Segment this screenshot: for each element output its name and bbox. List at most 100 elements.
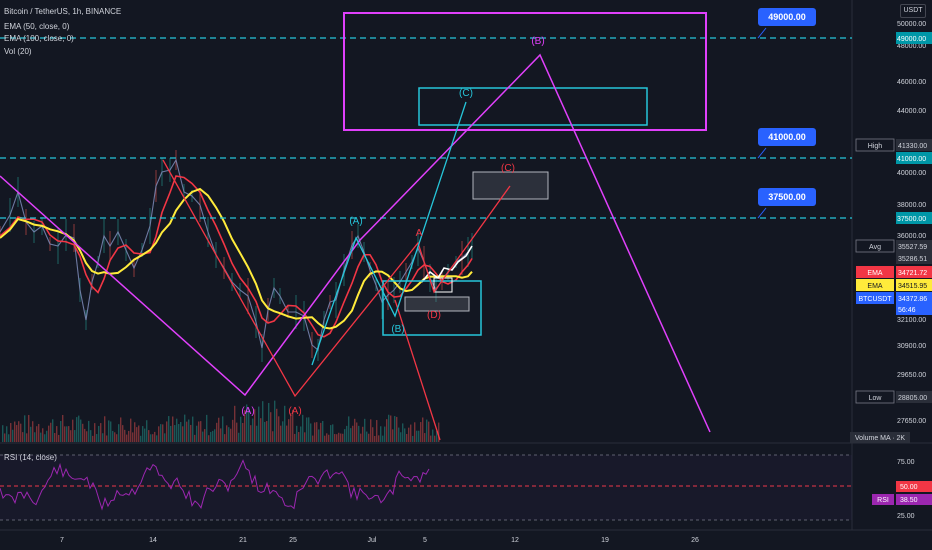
volume-bar — [46, 430, 48, 442]
volume-legend[interactable]: Vol (20) — [4, 47, 32, 56]
volume-bar — [388, 414, 390, 442]
level-callout — [758, 188, 816, 206]
volume-bar — [422, 417, 424, 442]
level-callout-pointer — [757, 147, 767, 159]
volume-bar — [158, 426, 160, 442]
volume-bar — [358, 425, 360, 442]
volume-bar — [328, 434, 330, 442]
price-tick-label: 48000.00 — [897, 43, 926, 50]
price-tick-label: 29650.00 — [897, 372, 926, 379]
rsi-legend[interactable]: RSI (14, close) — [4, 453, 57, 462]
volume-bar — [174, 425, 176, 442]
volume-bar — [396, 416, 398, 442]
level-axis-tag-label: 41000.00 — [897, 156, 926, 163]
volume-bar — [102, 433, 104, 442]
volume-bar — [204, 429, 206, 442]
volume-bar — [238, 432, 240, 442]
volume-bar — [352, 425, 354, 442]
volume-bar — [48, 425, 50, 442]
volume-bar — [134, 422, 136, 442]
wave-label-red-a-peak: A — [416, 228, 423, 239]
time-tick-label: 7 — [60, 537, 64, 544]
volume-bar — [276, 408, 278, 442]
projection-path — [421, 245, 473, 283]
rsi-band-fill — [0, 455, 852, 520]
volume-bar — [88, 420, 90, 442]
volume-bar — [192, 416, 194, 442]
volume-bar — [10, 423, 12, 442]
time-tick-label: 5 — [423, 537, 427, 544]
volume-bar — [128, 430, 130, 442]
price-tag-name: High — [868, 143, 883, 150]
volume-bar — [430, 435, 432, 442]
volume-bar — [76, 417, 78, 442]
volume-bar — [114, 432, 116, 442]
volume-bar — [264, 421, 266, 442]
wave-label-cyan-b: (B) — [391, 324, 404, 335]
price-tag-name: EMA — [867, 283, 883, 290]
volume-bar — [324, 435, 326, 442]
level-callout-label: 41000.00 — [768, 132, 806, 142]
level-axis-tag — [896, 152, 932, 164]
volume-bar — [178, 424, 180, 442]
wave-label-cyan-c: (C) — [459, 88, 473, 99]
volume-bar — [56, 426, 58, 442]
volume-bar — [188, 419, 190, 442]
price-tag-value: 28805.00 — [898, 395, 927, 402]
volume-bar — [28, 414, 30, 442]
volume-bar — [402, 423, 404, 442]
time-tick-label: 21 — [239, 537, 247, 544]
volume-ma-tag: Volume MA · 2K — [855, 435, 906, 442]
ema100-legend[interactable]: EMA (100, close, 0) — [4, 34, 74, 43]
volume-bar — [104, 416, 106, 442]
volume-bar — [30, 426, 32, 442]
price-tag-name: BTCUSDT — [858, 296, 892, 303]
price-tag-value: 34372.86 — [898, 296, 927, 303]
rsi-line — [0, 459, 430, 511]
volume-bar — [346, 425, 348, 442]
volume-bar — [190, 424, 192, 442]
volume-bar — [246, 404, 248, 442]
price-tag-value-box — [896, 266, 932, 278]
volume-bar — [274, 400, 276, 442]
support-box-gray — [404, 296, 470, 312]
volume-bar — [348, 416, 350, 442]
volume-bar — [92, 435, 94, 442]
volume-bar — [256, 425, 258, 442]
volume-bar — [72, 419, 74, 442]
volume-bar — [130, 418, 132, 442]
volume-bar — [146, 420, 148, 442]
volume-bar — [236, 422, 238, 442]
volume-bar — [96, 434, 98, 442]
target-box-cyan — [418, 87, 648, 126]
volume-bar — [298, 432, 300, 442]
volume-bar — [74, 430, 76, 442]
level-callout-label: 49000.00 — [768, 12, 806, 22]
volume-bar — [66, 426, 68, 442]
volume-bar — [50, 422, 52, 442]
elliott-wave-red — [162, 159, 511, 398]
volume-bar — [150, 434, 152, 442]
volume-bar — [314, 422, 316, 442]
ema50-legend[interactable]: EMA (50, close, 0) — [4, 22, 70, 31]
volume-bar — [144, 428, 146, 442]
volume-bar — [126, 434, 128, 442]
symbol-legend[interactable]: Bitcoin / TetherUS, 1h, BINANCE — [4, 7, 122, 16]
volume-bar — [222, 416, 224, 442]
volume-bar — [418, 430, 420, 442]
volume-bar — [272, 431, 274, 442]
volume-bar — [2, 425, 4, 442]
volume-bar — [308, 417, 310, 442]
volume-bar — [110, 421, 112, 442]
volume-bar — [12, 429, 14, 442]
rsi-tick-label: 75.00 — [897, 459, 915, 466]
volume-bar — [34, 432, 36, 442]
volume-bar — [278, 416, 280, 442]
volume-bar — [162, 424, 164, 442]
price-tag-name-box — [855, 390, 895, 404]
volume-bar — [52, 419, 54, 442]
volume-bar — [412, 435, 414, 442]
currency-label[interactable]: USDT — [900, 4, 926, 18]
